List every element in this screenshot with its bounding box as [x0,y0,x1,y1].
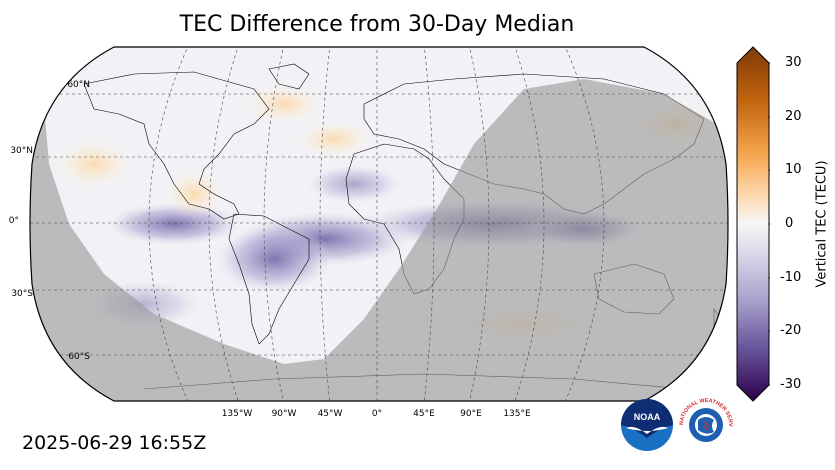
noaa-logo-text: NOAA [634,412,661,422]
colorbar-tick-neg20: -20 [780,323,802,338]
colorbar-label: Vertical TEC (TECU) [814,160,830,288]
colorbar-tick-20: 20 [785,109,802,124]
lon-label-45e: 45°E [413,409,435,419]
colorbar [736,46,773,402]
graticule [30,47,728,401]
lat-label-60n: 60°N [67,80,90,90]
lat-label-30s: 30°S [11,289,33,299]
lon-label-90w: 90°W [271,409,297,419]
lon-label-135w: 135°W [221,409,253,419]
tec-map [24,44,734,404]
noaa-logo: NOAA [620,398,674,456]
lon-label-0: 0° [371,409,383,419]
lat-label-0: 0° [8,216,19,226]
lon-label-135e: 135°E [503,409,531,419]
colorbar-tick-30: 30 [785,55,802,70]
colorbar-tick-neg10: -10 [780,270,802,285]
lon-label-45w: 45°W [317,409,343,419]
timestamp: 2025-06-29 16:55Z [22,432,207,454]
lat-label-30n: 30°N [10,146,33,156]
map-title: TEC Difference from 30-Day Median [179,12,575,37]
lat-label-60s: 60°S [68,352,90,362]
night-terminator-shade [30,47,728,401]
colorbar-tick-10: 10 [785,162,802,177]
lon-label-90e: 90°E [460,409,482,419]
colorbar-tick-neg30: -30 [780,377,802,392]
nws-logo: NATIONAL WEATHER SERVICE [676,392,734,458]
colorbar-tick-0: 0 [785,216,794,231]
